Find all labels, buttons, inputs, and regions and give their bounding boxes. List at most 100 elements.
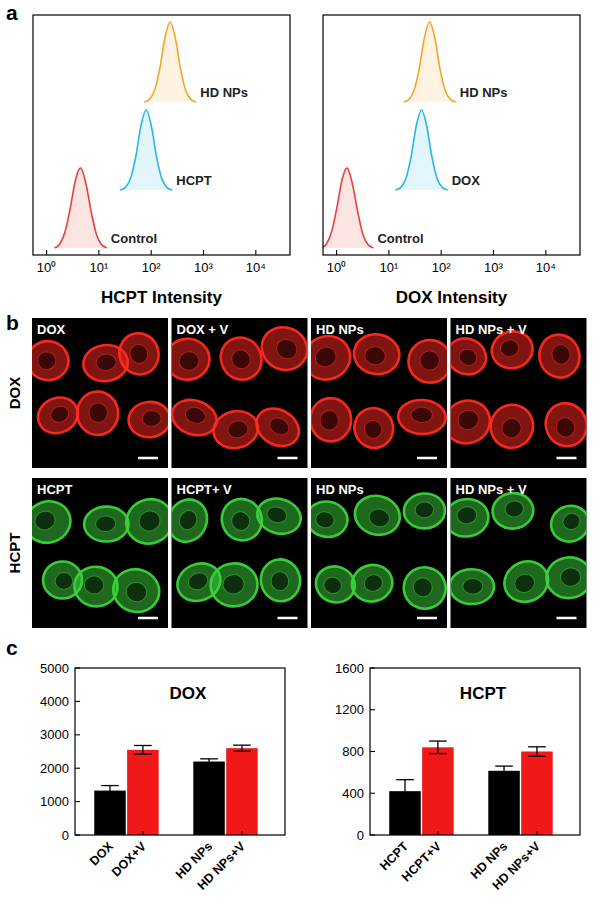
cell-nucleus [499, 338, 521, 358]
y-tick [370, 751, 375, 752]
cell-body [210, 407, 261, 452]
cells [172, 320, 308, 453]
plot-frame [75, 668, 285, 835]
micrograph: HCPT [20, 478, 180, 628]
cell-nucleus [560, 567, 581, 587]
error-bar [396, 780, 414, 803]
micrograph: HD NPs + V [439, 318, 594, 468]
cell-nucleus [419, 350, 440, 370]
cell-nucleus [36, 350, 57, 371]
error-cap [429, 753, 447, 754]
cell-body [257, 556, 303, 605]
x-tick-label: DOX [87, 839, 117, 869]
y-tick-label: 400 [342, 786, 364, 801]
cell-nucleus [411, 407, 433, 423]
cell-body [108, 564, 164, 618]
cell-body [84, 506, 129, 542]
cell [108, 564, 164, 618]
cell-nucleus [83, 575, 104, 595]
plot-frame [370, 668, 580, 835]
y-tick [75, 667, 80, 668]
cell-body [348, 402, 399, 454]
error-cap [429, 740, 447, 741]
cell [311, 398, 351, 442]
bar [521, 752, 553, 836]
bar [488, 771, 520, 835]
cell-nucleus [128, 342, 151, 365]
x-tick-label: DOX+V [109, 839, 150, 880]
cell-nucleus [456, 506, 478, 525]
x-tick-label: 10³ [194, 260, 213, 275]
image-label: HD NPs [316, 482, 364, 497]
cell-body [114, 328, 164, 380]
cell-nucleus [550, 343, 572, 366]
y-tick [370, 667, 375, 668]
cell-body [32, 338, 72, 384]
cell-body [255, 320, 307, 377]
plot-area [323, 22, 456, 248]
cell-nucleus [362, 418, 385, 441]
cell-nucleus [367, 507, 391, 529]
scale-bar [417, 617, 437, 620]
cell [403, 492, 446, 529]
cell [451, 333, 492, 380]
x-tick [241, 831, 242, 835]
cell-body [535, 330, 585, 382]
row-label: DOX [6, 377, 23, 410]
error-bar [134, 745, 152, 754]
cell-nucleus [320, 410, 339, 430]
cell [255, 320, 307, 377]
cell-nucleus [362, 573, 384, 593]
cell-nucleus [176, 508, 200, 533]
cell-nucleus [228, 346, 253, 372]
error-bar [495, 766, 513, 775]
cell-nucleus [136, 508, 164, 535]
cell-nucleus [553, 415, 577, 440]
cell-body [32, 496, 76, 549]
image-label: DOX + V [177, 322, 229, 337]
scale-bar [278, 617, 298, 620]
cell-body [119, 492, 168, 552]
scale-bar [557, 457, 577, 460]
error-stem [437, 741, 438, 754]
cell-nucleus [410, 575, 435, 599]
cell-nucleus [267, 415, 292, 439]
x-tick [545, 250, 546, 255]
bar [94, 791, 126, 835]
cell-body [451, 394, 496, 449]
cell [250, 401, 306, 453]
cell-nucleus [142, 410, 162, 427]
image-label: HD NPs + V [456, 482, 527, 497]
cell-body [311, 398, 351, 442]
cell-body [546, 500, 587, 547]
x-tick-label: 10⁰ [37, 260, 56, 275]
x-tick [255, 250, 256, 255]
x-tick [142, 831, 143, 835]
y-tick [370, 793, 375, 794]
error-cap [396, 779, 414, 780]
y-tick [370, 834, 375, 835]
chart-title: HCPT [460, 684, 507, 703]
cell-nucleus [499, 415, 525, 441]
cell-nucleus [186, 570, 211, 593]
histogram-fill [395, 110, 447, 190]
histogram-line [403, 22, 455, 102]
cell [545, 556, 586, 600]
error-cap [200, 758, 218, 759]
cell [213, 330, 269, 387]
y-tick-label: 0 [62, 828, 69, 843]
scale-bar [557, 617, 577, 620]
y-tick-label: 0 [357, 828, 364, 843]
cell [451, 394, 496, 449]
cell-body [253, 494, 305, 539]
figure: abcControlHCPTHD NPs10⁰10¹10²10³10⁴HCPT … [0, 0, 602, 904]
bar [127, 750, 158, 835]
cell-nucleus [229, 509, 253, 533]
cell-body [407, 339, 447, 384]
cells [32, 492, 168, 618]
image-label: HD NPs + V [456, 322, 527, 337]
error-bar [429, 741, 447, 754]
x-tick [110, 831, 111, 835]
x-tick [536, 831, 537, 835]
x-tick [493, 250, 494, 255]
